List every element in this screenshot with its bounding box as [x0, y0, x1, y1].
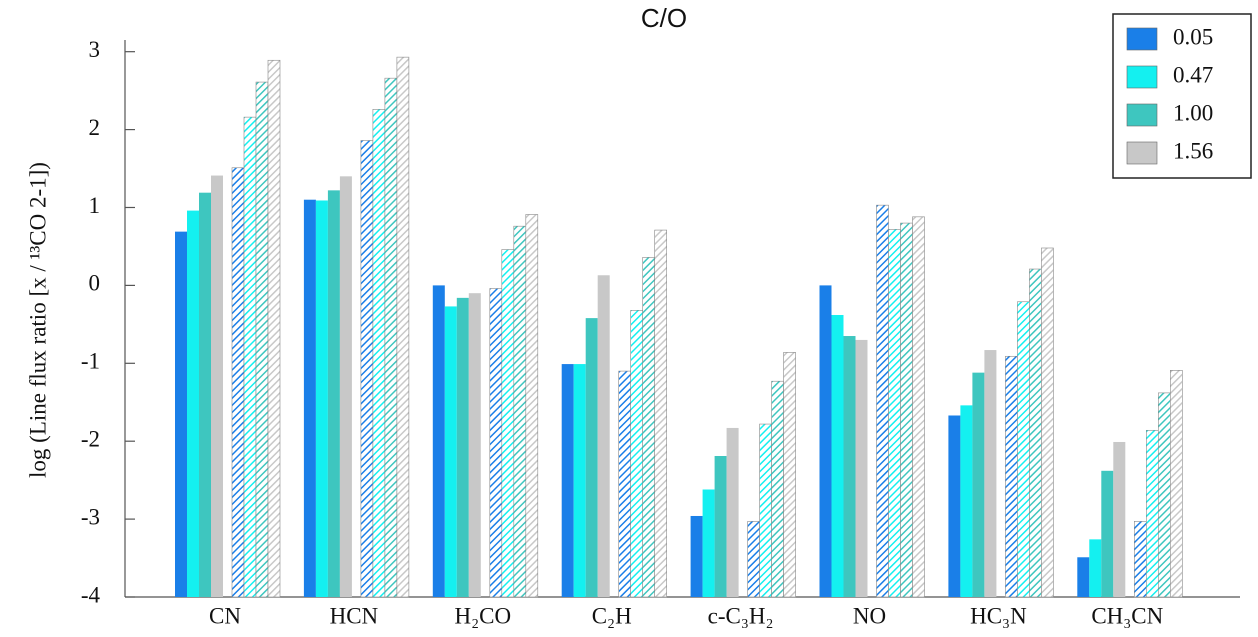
x-tick-label: HC₃N [970, 603, 1027, 628]
bar [1005, 355, 1018, 598]
bar [303, 199, 316, 598]
y-tick-label: 1 [89, 193, 101, 218]
bar [771, 380, 784, 598]
bar [327, 190, 340, 597]
bar [267, 59, 281, 598]
bar [1134, 521, 1147, 598]
x-tick-label: c-C₃H₂ [708, 603, 774, 628]
bar [654, 229, 668, 598]
bar [747, 521, 760, 598]
x-tick-label: C₂H [592, 603, 632, 628]
bar [360, 140, 374, 598]
bar [585, 318, 598, 597]
bar [372, 109, 386, 598]
bar [444, 306, 457, 597]
bar [618, 370, 632, 598]
bar [243, 116, 257, 598]
bar [1029, 268, 1042, 598]
bar [912, 216, 925, 598]
bar [1041, 247, 1054, 598]
legend-label: 1.56 [1173, 138, 1213, 163]
bar [960, 405, 973, 597]
bar [561, 364, 574, 597]
bar [456, 297, 469, 597]
bar [175, 231, 187, 597]
bar [573, 364, 586, 597]
bar [1170, 370, 1183, 598]
bar [702, 489, 715, 597]
legend-label: 0.47 [1173, 62, 1213, 87]
bar [396, 56, 410, 598]
bar [199, 192, 211, 597]
bar [855, 339, 868, 597]
bar [255, 81, 269, 598]
bar [972, 372, 985, 597]
bar [513, 225, 527, 598]
bar [948, 415, 961, 597]
bar [984, 350, 997, 597]
bar [1017, 301, 1030, 598]
legend-swatch [1126, 27, 1158, 51]
chart-title: C/O [641, 3, 687, 33]
bar [843, 336, 856, 597]
bar [211, 175, 223, 597]
legend-swatch [1126, 141, 1158, 165]
y-tick-label: 0 [89, 271, 101, 296]
bar [1089, 539, 1102, 597]
bar [432, 285, 445, 597]
y-tick-label: -2 [81, 426, 100, 451]
bar [339, 176, 352, 597]
bar [642, 257, 656, 598]
bar [888, 229, 901, 598]
bar [876, 204, 889, 598]
x-tick-label: H₂CO [455, 603, 512, 628]
bar [819, 285, 832, 597]
bar [231, 167, 245, 598]
x-tick-label: HCN [330, 603, 379, 628]
bar [384, 77, 398, 598]
legend-swatch [1126, 103, 1158, 127]
bar [1113, 441, 1126, 597]
bar [831, 314, 844, 597]
bar [690, 515, 703, 597]
bar [501, 249, 515, 598]
bar [597, 275, 610, 597]
y-tick-label: 3 [89, 37, 101, 62]
bar [726, 427, 739, 597]
bar [315, 200, 328, 597]
bar [1077, 557, 1090, 597]
bar [1158, 392, 1171, 598]
bar [900, 222, 913, 598]
legend-label: 1.00 [1173, 100, 1213, 125]
y-tick-label: -4 [81, 582, 101, 607]
bar [187, 210, 199, 597]
y-tick-label: -3 [81, 504, 100, 529]
bar [489, 288, 503, 598]
y-tick-label: -1 [81, 349, 100, 374]
bar [468, 293, 481, 597]
bar [1146, 429, 1159, 598]
bar [525, 214, 539, 598]
bar [759, 423, 772, 598]
x-tick-label: CH₃CN [1091, 603, 1163, 628]
bar [1101, 470, 1114, 597]
legend-label: 0.05 [1173, 24, 1213, 49]
bar [783, 352, 796, 598]
bar [714, 455, 727, 597]
y-axis-label: log (Line flux ratio [x / ¹³CO 2-1]) [25, 162, 50, 478]
legend-swatch [1126, 65, 1158, 89]
bar [630, 310, 644, 598]
x-tick-label: NO [853, 603, 886, 628]
x-tick-label: CN [209, 603, 241, 628]
y-tick-label: 2 [89, 115, 101, 140]
